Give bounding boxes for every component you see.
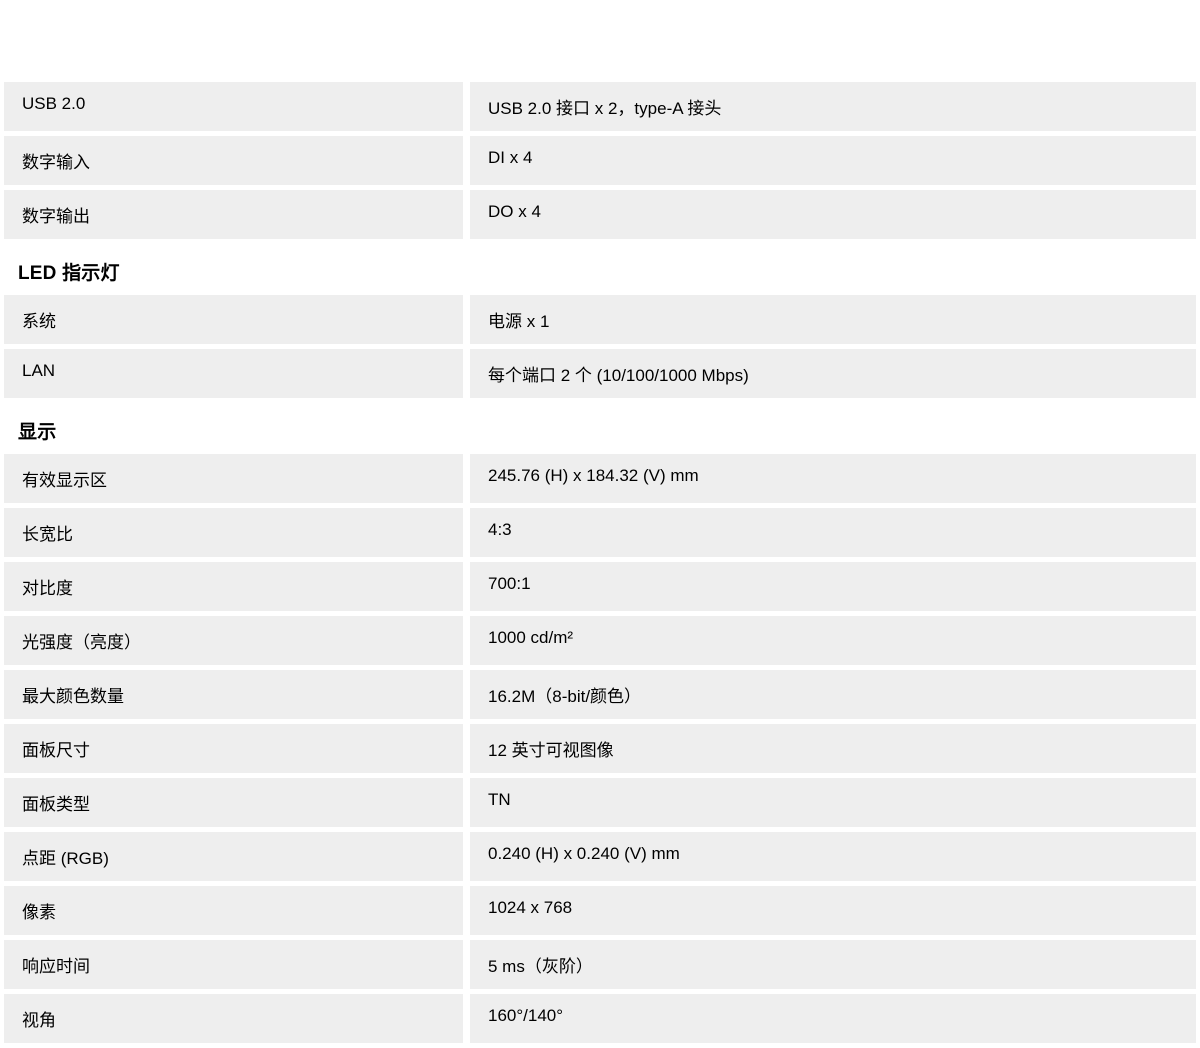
spec-value: DI x 4 [470,136,1196,185]
spec-value: TN [470,778,1196,827]
spec-label: 系统 [4,295,463,344]
spec-label: 对比度 [4,562,463,611]
spec-value: 5 ms（灰阶） [470,940,1196,989]
spec-section: USB 2.0USB 2.0 接口 x 2，type-A 接头数字输入DI x … [0,82,1200,239]
spec-value: 245.76 (H) x 184.32 (V) mm [470,454,1196,503]
spec-table: USB 2.0USB 2.0 接口 x 2，type-A 接头数字输入DI x … [0,82,1200,1043]
spec-row: 数字输出DO x 4 [4,190,1196,239]
spec-row: 最大颜色数量16.2M（8-bit/颜色） [4,670,1196,719]
section-heading: 显示 [4,403,1196,454]
spec-row: 长宽比4:3 [4,508,1196,557]
spec-value: 0.240 (H) x 0.240 (V) mm [470,832,1196,881]
spec-value: 1000 cd/m² [470,616,1196,665]
spec-row: 像素1024 x 768 [4,886,1196,935]
spec-row: 有效显示区245.76 (H) x 184.32 (V) mm [4,454,1196,503]
spec-row: USB 2.0USB 2.0 接口 x 2，type-A 接头 [4,82,1196,131]
spec-row: 对比度700:1 [4,562,1196,611]
spec-row: LAN每个端口 2 个 (10/100/1000 Mbps) [4,349,1196,398]
spec-value: 12 英寸可视图像 [470,724,1196,773]
spec-row: 光强度（亮度）1000 cd/m² [4,616,1196,665]
spec-label: USB 2.0 [4,82,463,131]
spec-row: 系统电源 x 1 [4,295,1196,344]
spec-value: 4:3 [470,508,1196,557]
spec-value: 160°/140° [470,994,1196,1043]
spec-label: 面板类型 [4,778,463,827]
spec-label: 长宽比 [4,508,463,557]
spec-value: USB 2.0 接口 x 2，type-A 接头 [470,82,1196,131]
spec-label: 光强度（亮度） [4,616,463,665]
spec-label: 面板尺寸 [4,724,463,773]
spec-row: 面板尺寸12 英寸可视图像 [4,724,1196,773]
spec-label: 响应时间 [4,940,463,989]
spec-label: 有效显示区 [4,454,463,503]
spec-label: 视角 [4,994,463,1043]
spec-row: 响应时间5 ms（灰阶） [4,940,1196,989]
spec-value: DO x 4 [470,190,1196,239]
spec-label: LAN [4,349,463,398]
spec-section: 显示有效显示区245.76 (H) x 184.32 (V) mm长宽比4:3对… [0,403,1200,1043]
spec-label: 数字输出 [4,190,463,239]
spec-label: 最大颜色数量 [4,670,463,719]
spec-row: 数字输入DI x 4 [4,136,1196,185]
spec-label: 数字输入 [4,136,463,185]
spec-value: 700:1 [470,562,1196,611]
spec-section: LED 指示灯系统电源 x 1LAN每个端口 2 个 (10/100/1000 … [0,244,1200,398]
spec-value: 电源 x 1 [470,295,1196,344]
spec-row: 视角160°/140° [4,994,1196,1043]
spec-label: 点距 (RGB) [4,832,463,881]
section-heading: LED 指示灯 [4,244,1196,295]
spec-row: 点距 (RGB)0.240 (H) x 0.240 (V) mm [4,832,1196,881]
spec-value: 1024 x 768 [470,886,1196,935]
spec-label: 像素 [4,886,463,935]
spec-row: 面板类型TN [4,778,1196,827]
spec-value: 16.2M（8-bit/颜色） [470,670,1196,719]
spec-value: 每个端口 2 个 (10/100/1000 Mbps) [470,349,1196,398]
